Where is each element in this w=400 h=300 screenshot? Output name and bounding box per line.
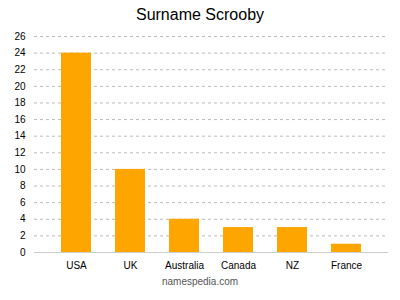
svg-text:0: 0 — [20, 247, 26, 258]
svg-text:6: 6 — [20, 197, 26, 208]
svg-text:16: 16 — [14, 114, 26, 125]
html-text:namespedia.com: namespedia.com — [161, 276, 239, 287]
svg-text:UK: UK — [124, 260, 138, 271]
svg-text:14: 14 — [14, 130, 26, 141]
svg-text:4: 4 — [20, 213, 26, 224]
svg-text:2: 2 — [20, 230, 26, 241]
svg-text:20: 20 — [14, 81, 26, 92]
html-text:Surname Scrooby: Surname Scrooby — [136, 6, 264, 23]
svg-text:22: 22 — [14, 64, 26, 75]
svg-text:8: 8 — [20, 180, 26, 191]
svg-text:26: 26 — [14, 31, 26, 42]
svg-text:NZ: NZ — [286, 260, 299, 271]
svg-text:Australia: Australia — [165, 260, 204, 271]
svg-text:USA: USA — [66, 260, 87, 271]
svg-text:Canada: Canada — [221, 260, 256, 271]
svg-text:18: 18 — [14, 97, 26, 108]
svg-text:12: 12 — [14, 147, 26, 158]
svg-text:24: 24 — [14, 47, 26, 58]
svg-text:France: France — [331, 260, 363, 271]
svg-text:10: 10 — [14, 164, 26, 175]
